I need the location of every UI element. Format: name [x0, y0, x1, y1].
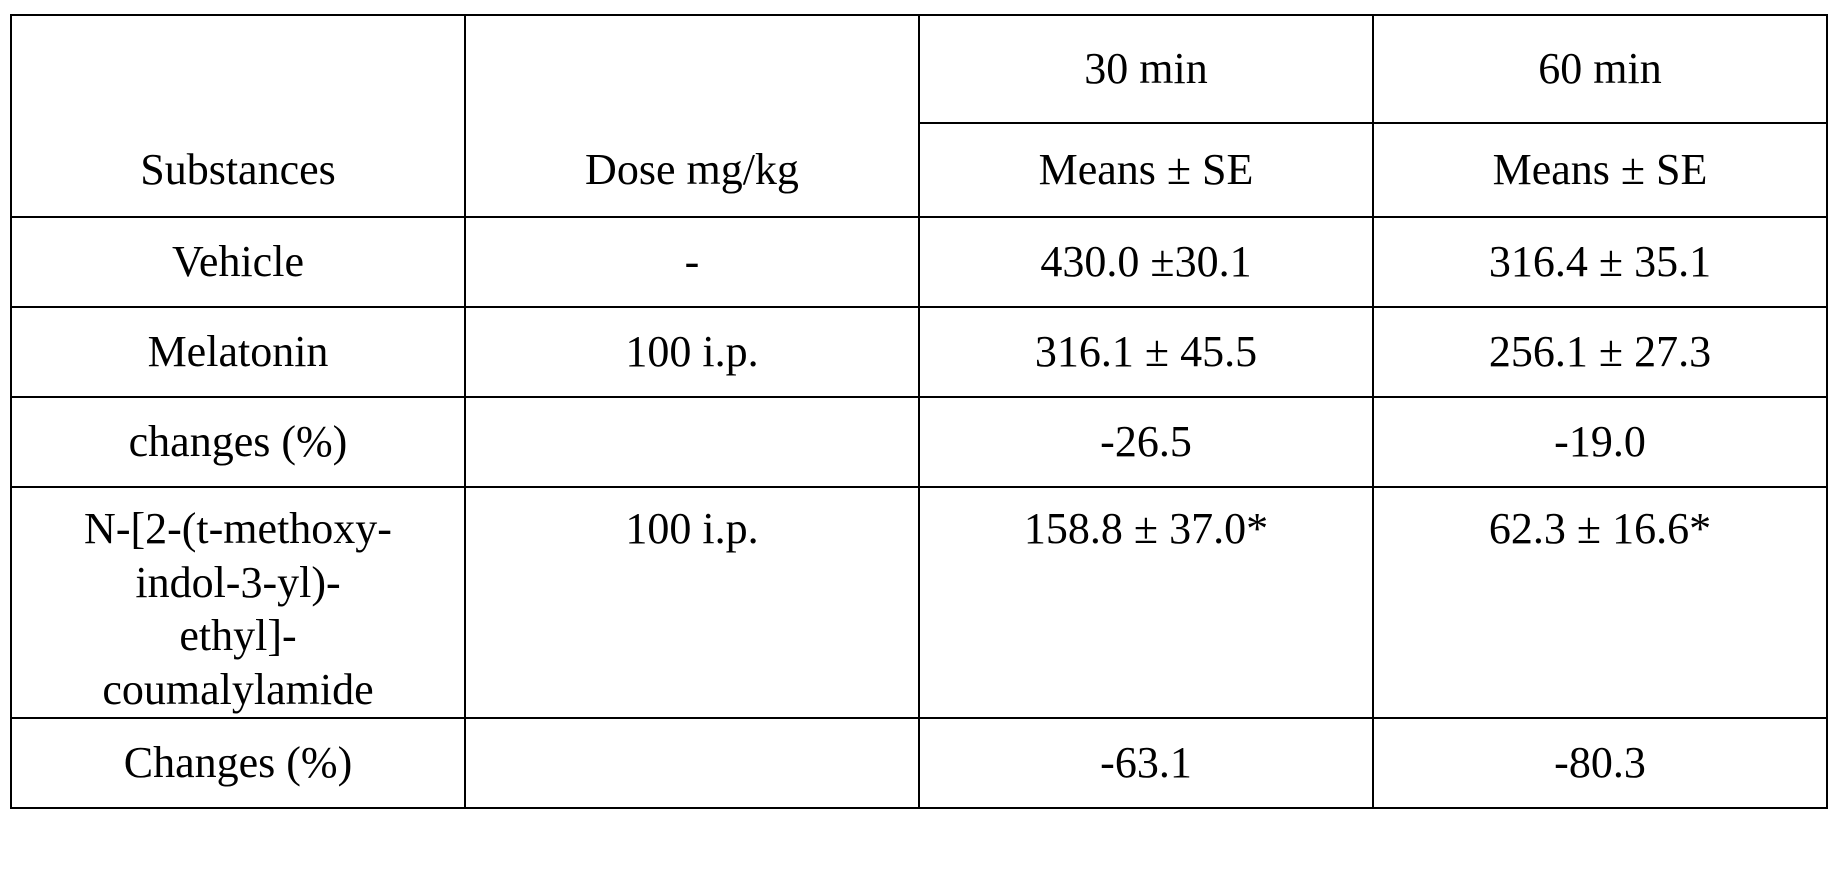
- value-30-cell: -26.5: [919, 397, 1373, 487]
- column-header-row: Substances Dose mg/kg Means ± SE Means ±…: [11, 123, 1827, 217]
- data-table: 30 min 60 min Substances Dose mg/kg Mean…: [10, 14, 1828, 809]
- table-row: Melatonin 100 i.p. 316.1 ± 45.5 256.1 ± …: [11, 307, 1827, 397]
- value-60-cell: 62.3 ± 16.6*: [1373, 487, 1827, 718]
- table-row: Vehicle - 430.0 ±30.1 316.4 ± 35.1: [11, 217, 1827, 307]
- header-cell-empty: [11, 15, 465, 123]
- value-30-cell: -63.1: [919, 718, 1373, 808]
- value-60-cell: -19.0: [1373, 397, 1827, 487]
- table-row: Changes (%) -63.1 -80.3: [11, 718, 1827, 808]
- value-30-cell: 316.1 ± 45.5: [919, 307, 1373, 397]
- value-30-cell: 158.8 ± 37.0*: [919, 487, 1373, 718]
- dose-cell: [465, 718, 919, 808]
- dose-cell: 100 i.p.: [465, 487, 919, 718]
- header-30-min: 30 min: [919, 15, 1373, 123]
- substance-cell: N-[2-(t-methoxy-indol-3-yl)-ethyl]-couma…: [11, 487, 465, 718]
- header-cell-empty: [465, 15, 919, 123]
- value-60-cell: 316.4 ± 35.1: [1373, 217, 1827, 307]
- substance-cell: Vehicle: [11, 217, 465, 307]
- substance-cell: Melatonin: [11, 307, 465, 397]
- time-header-row: 30 min 60 min: [11, 15, 1827, 123]
- substance-cell: Changes (%): [11, 718, 465, 808]
- dose-cell: [465, 397, 919, 487]
- header-means-se-60: Means ± SE: [1373, 123, 1827, 217]
- dose-cell: 100 i.p.: [465, 307, 919, 397]
- value-60-cell: 256.1 ± 27.3: [1373, 307, 1827, 397]
- value-30-cell: 430.0 ±30.1: [919, 217, 1373, 307]
- dose-cell: -: [465, 217, 919, 307]
- value-60-cell: -80.3: [1373, 718, 1827, 808]
- header-dose: Dose mg/kg: [465, 123, 919, 217]
- header-60-min: 60 min: [1373, 15, 1827, 123]
- table-row: changes (%) -26.5 -19.0: [11, 397, 1827, 487]
- substance-cell: changes (%): [11, 397, 465, 487]
- header-substances: Substances: [11, 123, 465, 217]
- table-row: N-[2-(t-methoxy-indol-3-yl)-ethyl]-couma…: [11, 487, 1827, 718]
- header-means-se-30: Means ± SE: [919, 123, 1373, 217]
